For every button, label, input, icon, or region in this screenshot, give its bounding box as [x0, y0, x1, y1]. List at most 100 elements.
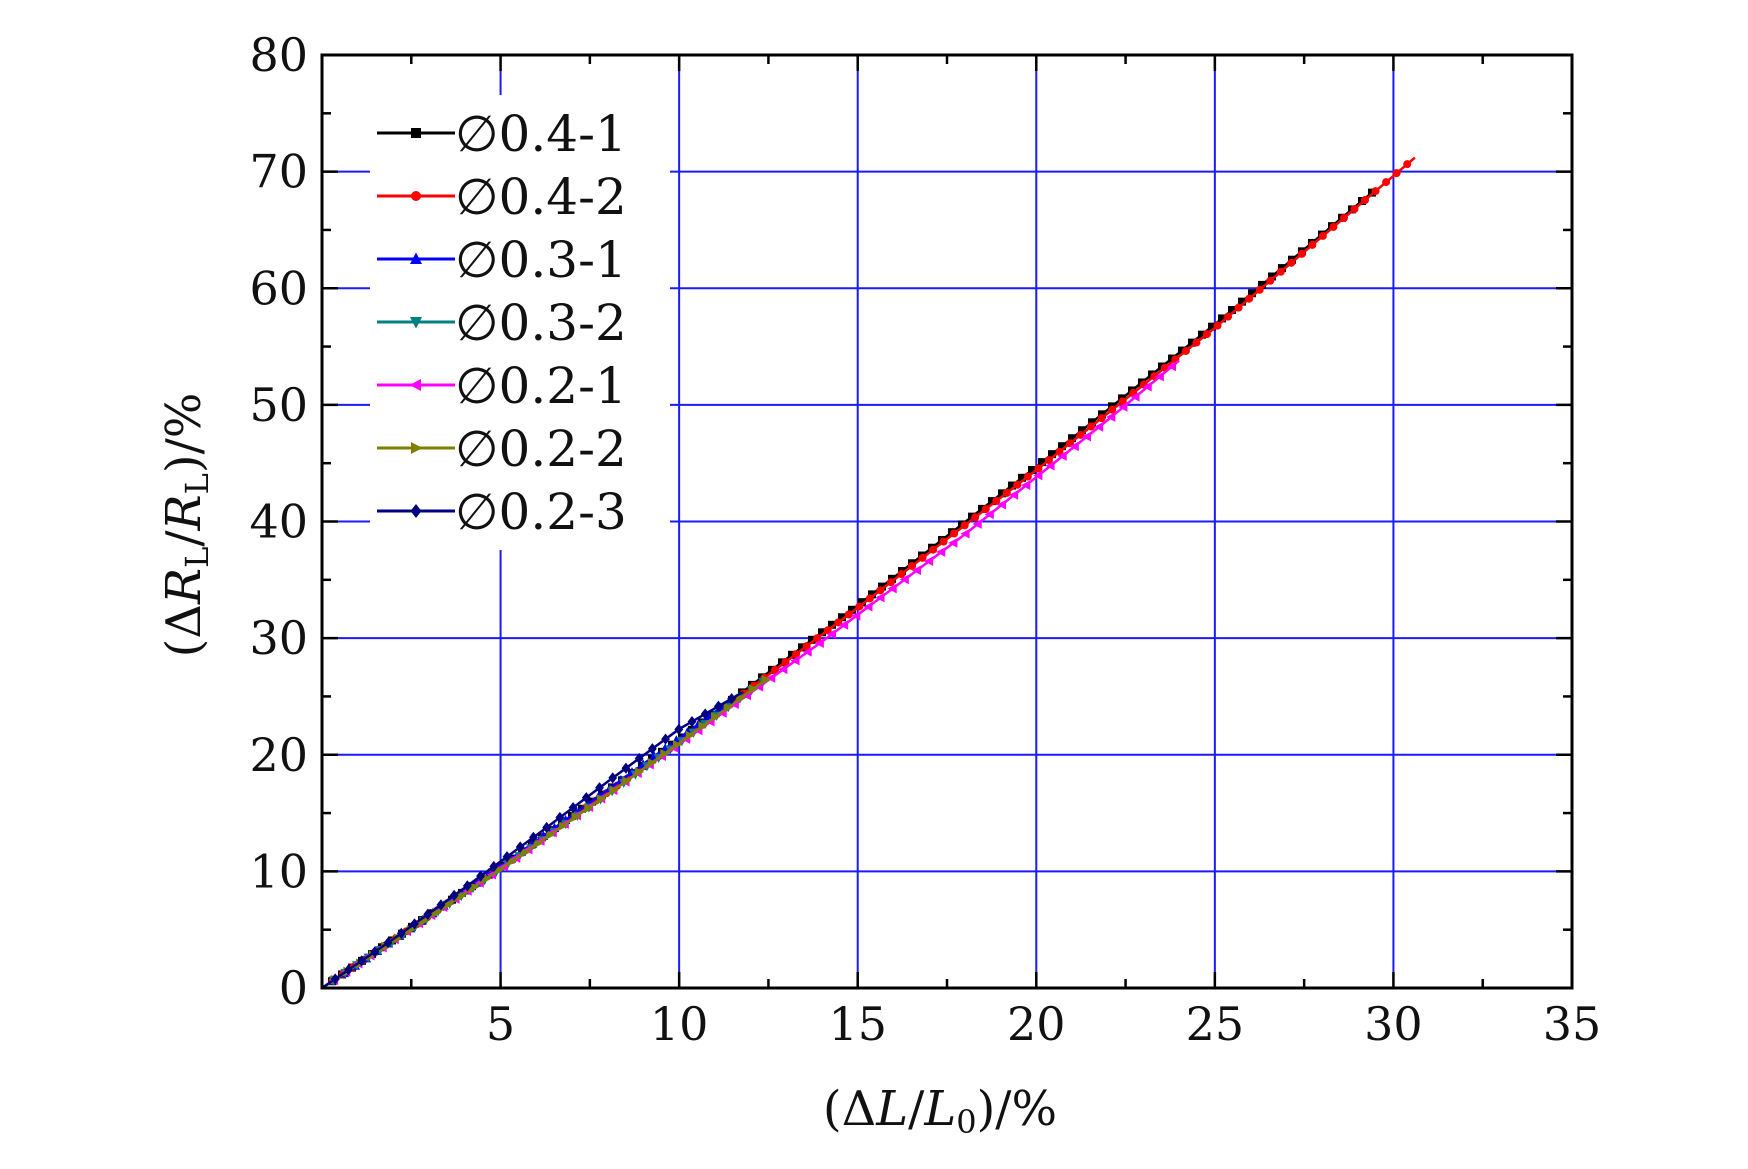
legend-marker: [411, 191, 421, 201]
legend-marker: [411, 128, 421, 138]
data-point: [1021, 480, 1031, 490]
data-point: [929, 545, 938, 554]
data-point: [489, 860, 499, 873]
data-point: [1154, 371, 1164, 382]
legend-label: ∅0.2-1: [455, 357, 627, 415]
series-line: [321, 674, 771, 990]
data-point: [996, 499, 1006, 510]
data-point: [634, 752, 644, 765]
legend-item: ∅0.2-1: [377, 357, 627, 415]
data-point: [423, 908, 433, 920]
data-point: [813, 634, 822, 643]
data-point: [1142, 381, 1152, 392]
data-point: [1055, 447, 1064, 456]
legend-marker: [411, 442, 423, 454]
data-point: [1044, 456, 1053, 465]
data-point: [660, 748, 670, 759]
data-point: [1297, 249, 1306, 258]
data-point: [878, 582, 886, 591]
data-point: [558, 821, 569, 831]
y-tick-label: 0: [279, 961, 308, 1015]
data-point: [1033, 470, 1043, 481]
legend-label: ∅0.4-1: [455, 105, 627, 163]
legend-label: ∅0.4-2: [455, 168, 627, 226]
data-point: [858, 598, 866, 607]
x-tick-label: 30: [1364, 997, 1423, 1051]
data-point: [673, 739, 683, 750]
data-point: [1097, 414, 1106, 423]
data-point: [826, 629, 836, 639]
data-point: [502, 851, 512, 863]
data-point: [685, 730, 695, 741]
legend-label: ∅0.2-3: [455, 483, 627, 541]
data-point: [911, 565, 921, 576]
data-point: [818, 628, 826, 637]
data-point: [1248, 289, 1256, 298]
data-point: [781, 657, 790, 666]
data-point: [470, 882, 480, 892]
data-point: [357, 955, 367, 967]
data-point: [674, 723, 684, 735]
data-point: [529, 831, 538, 843]
data-point: [1350, 205, 1359, 214]
data-point: [1208, 322, 1216, 331]
data-point: [802, 642, 811, 651]
data-point: [1002, 488, 1011, 497]
data-point: [647, 758, 657, 768]
data-point: [1068, 434, 1076, 443]
data-point: [344, 964, 353, 976]
data-point: [886, 578, 895, 587]
data-point: [1228, 306, 1236, 315]
data-point: [1308, 240, 1317, 249]
data-point: [698, 721, 708, 731]
plot-series: [321, 156, 1416, 990]
legend-marker: [410, 252, 422, 264]
y-tick-label: 50: [249, 378, 308, 432]
legend-marker: [410, 317, 422, 329]
x-tick-label: 20: [1007, 997, 1066, 1051]
legend-item: ∅0.2-3: [377, 483, 627, 541]
data-point: [1255, 285, 1264, 294]
data-point: [960, 521, 969, 530]
data-point: [899, 574, 909, 585]
data-point: [436, 899, 446, 911]
data-point: [897, 570, 906, 579]
data-point: [971, 513, 980, 522]
legend-item: ∅0.3-1: [377, 231, 627, 289]
data-point: [1181, 346, 1190, 355]
data-point: [960, 528, 970, 539]
data-point: [936, 547, 946, 557]
data-point: [608, 772, 618, 784]
data-point: [495, 864, 505, 875]
data-point: [1069, 441, 1079, 452]
data-point: [714, 700, 723, 712]
data-point: [520, 847, 531, 858]
data-point: [1382, 178, 1391, 187]
y-tick-label: 20: [249, 728, 308, 782]
data-point: [828, 620, 836, 629]
data-point: [396, 927, 406, 939]
data-point: [1361, 196, 1370, 205]
data-point: [908, 561, 916, 570]
data-point: [1392, 169, 1401, 178]
tick-labels: 5 10 15 20 25 30 35 0 10 20 30 40 50 60 70 80: [249, 28, 1601, 1051]
data-point: [792, 650, 801, 659]
data-point: [1108, 405, 1117, 414]
data-point: [984, 509, 994, 520]
data-point: [383, 937, 393, 949]
data-point: [1023, 472, 1032, 481]
data-point: [661, 733, 670, 745]
data-point: [581, 792, 591, 804]
data-point: [1318, 231, 1327, 240]
data-point: [1106, 412, 1116, 422]
data-point: [1245, 294, 1254, 303]
data-point: [998, 489, 1006, 498]
data-point: [727, 693, 737, 705]
data-point: [1218, 314, 1226, 323]
data-point: [771, 665, 780, 674]
data-point: [596, 794, 607, 804]
data-point: [1403, 160, 1412, 169]
data-point: [1045, 460, 1055, 471]
data-point: [1238, 297, 1246, 306]
data-point: [1188, 338, 1196, 347]
